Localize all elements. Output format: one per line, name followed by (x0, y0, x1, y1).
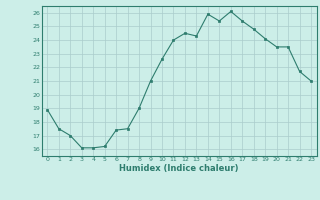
X-axis label: Humidex (Indice chaleur): Humidex (Indice chaleur) (119, 164, 239, 173)
